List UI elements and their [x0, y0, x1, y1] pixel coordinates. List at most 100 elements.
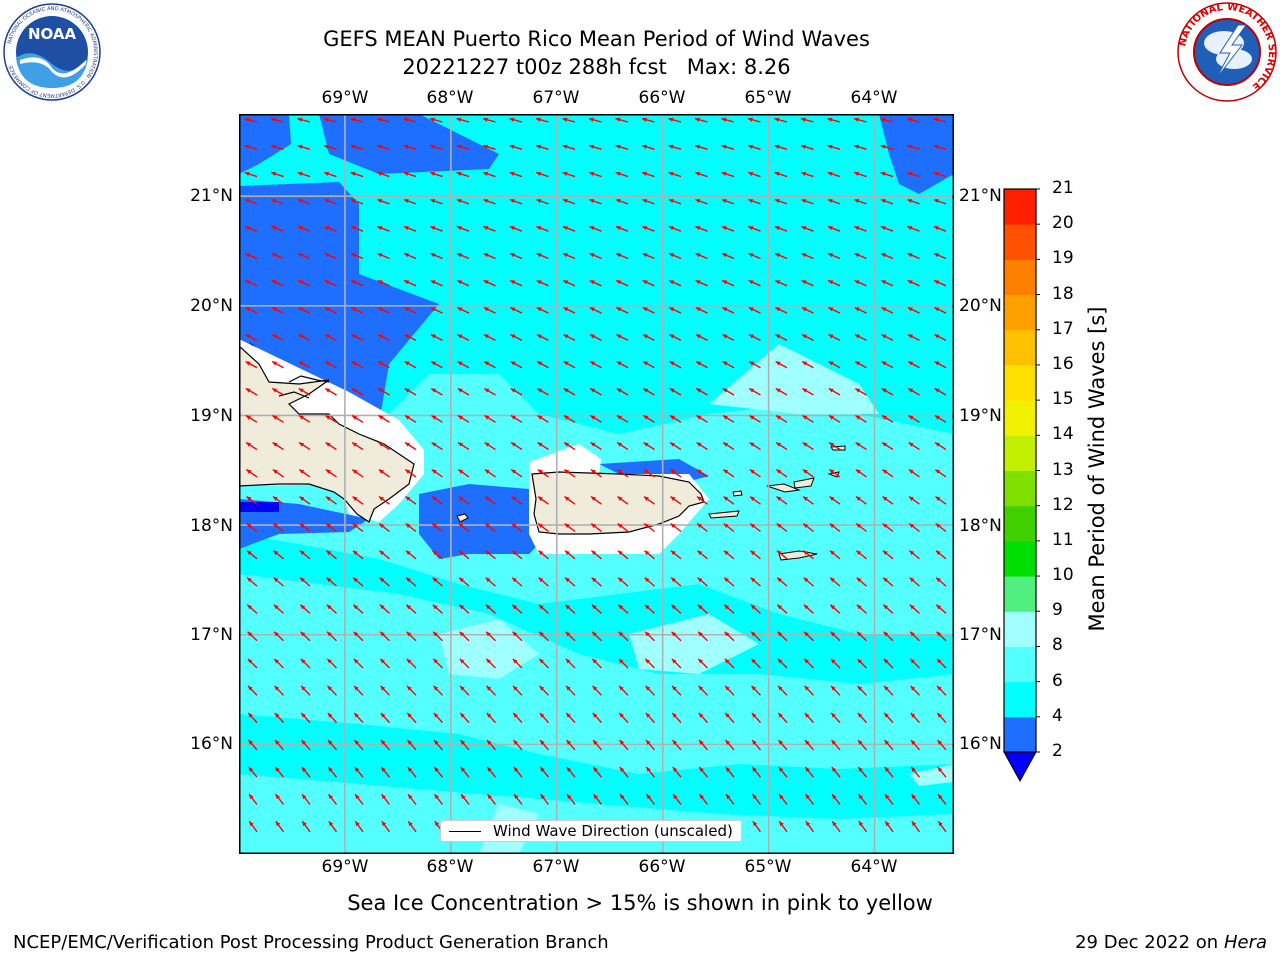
- wave-direction-arrowhead: [352, 523, 358, 529]
- wave-direction-arrowhead: [245, 415, 251, 420]
- wave-direction-arrowhead: [828, 253, 834, 258]
- wave-direction-arrowhead: [620, 794, 625, 800]
- wave-direction-arrowhead: [695, 253, 701, 258]
- wave-direction-arrowhead: [589, 334, 595, 339]
- wave-direction-arrowhead: [616, 253, 622, 258]
- wave-direction-arrowhead: [562, 226, 568, 231]
- wave-direction-arrowhead: [696, 442, 702, 447]
- wave-direction-arrowhead: [884, 712, 889, 718]
- wave-direction-arrowhead: [509, 198, 515, 204]
- colorbar-tick-label: 20: [1052, 213, 1074, 234]
- wave-direction-arrowhead: [482, 117, 488, 122]
- wave-direction-arrowhead: [699, 767, 704, 772]
- wave-direction-arrowhead: [510, 307, 516, 312]
- wave-direction-arrowhead: [563, 307, 569, 312]
- wave-direction-arrowhead: [751, 712, 757, 718]
- wave-direction-arrowhead: [324, 171, 330, 176]
- wave-direction-arrowhead: [616, 415, 622, 420]
- wave-direction-arrowhead: [328, 794, 334, 800]
- wave-direction-arrowhead: [724, 631, 730, 637]
- wave-direction-arrowhead: [616, 361, 622, 366]
- wave-direction-arrowhead: [486, 658, 492, 664]
- wave-direction-arrowhead: [830, 604, 836, 610]
- wave-direction-arrowhead: [775, 415, 781, 420]
- wave-direction-arrowhead: [564, 469, 570, 474]
- wave-direction-arrowhead: [775, 388, 781, 393]
- colorbar-band: [1004, 540, 1036, 577]
- wave-period-field-2-4: [239, 114, 291, 174]
- wave-direction-arrowhead: [510, 388, 516, 393]
- wave-direction-arrowhead: [933, 117, 939, 122]
- colorbar-tick-label: 13: [1052, 459, 1074, 480]
- wave-direction-arrowhead: [562, 198, 568, 204]
- wave-direction-arrowhead: [325, 361, 331, 366]
- colorbar-tick-label: 16: [1052, 353, 1074, 374]
- wave-direction-arrowhead: [514, 794, 519, 800]
- wave-direction-arrowhead: [352, 496, 358, 501]
- wave-direction-arrowhead: [748, 226, 754, 231]
- wave-direction-arrowhead: [697, 550, 703, 556]
- colorbar-band: [1004, 681, 1036, 718]
- wave-direction-arrowhead: [749, 469, 755, 474]
- wave-direction-arrowhead: [750, 550, 756, 556]
- wave-direction-arrowhead: [483, 198, 489, 204]
- wave-direction-arrowhead: [777, 631, 783, 637]
- wave-direction-arrowhead: [827, 171, 833, 176]
- wave-direction-arrowhead: [831, 740, 837, 745]
- wave-direction-arrowhead: [774, 171, 780, 176]
- land-puerto-rico: [531, 471, 705, 535]
- noaa-logo: NOAA NATIONAL OCEANIC AND ATMOSPHERIC AD…: [2, 2, 102, 102]
- wave-direction-arrowhead: [907, 144, 913, 149]
- wave-direction-arrowhead: [272, 415, 278, 420]
- colorbar-tick-label: 6: [1052, 670, 1063, 691]
- wave-direction-arrowhead: [748, 144, 754, 149]
- wave-direction-arrowhead: [297, 144, 303, 149]
- wave-direction-arrowhead: [591, 523, 597, 529]
- wave-direction-arrowhead: [379, 523, 385, 529]
- wave-direction-arrowhead: [537, 469, 543, 474]
- wave-direction-arrowhead: [378, 442, 384, 447]
- wave-direction-arrowhead: [563, 280, 569, 285]
- wave-direction-arrowhead: [512, 577, 517, 583]
- wave-direction-arrowhead: [300, 604, 306, 610]
- wave-direction-arrowhead: [540, 740, 545, 745]
- wave-direction-arrowhead: [461, 794, 466, 800]
- wave-direction-arrowhead: [590, 496, 596, 501]
- wave-direction-arrowhead: [774, 226, 780, 231]
- wave-direction-arrowhead: [589, 226, 595, 231]
- wave-direction-arrowhead: [457, 307, 463, 312]
- wave-direction-arrowhead: [881, 334, 887, 339]
- wave-direction-arrowhead: [353, 604, 359, 610]
- wave-direction-arrowhead: [270, 117, 276, 122]
- wave-direction-arrowhead: [351, 280, 357, 285]
- wave-direction-arrowhead: [456, 198, 462, 204]
- wave-direction-arrowhead: [827, 144, 833, 149]
- wave-direction-arrowhead: [645, 658, 651, 664]
- wave-direction-arrowhead: [616, 334, 622, 339]
- wave-direction-arrowhead: [247, 658, 253, 664]
- wave-direction-arrowhead: [380, 658, 386, 664]
- wave-direction-arrowhead: [511, 523, 517, 529]
- wave-direction-arrowhead: [537, 388, 543, 393]
- wave-direction-arrowhead: [408, 794, 413, 800]
- lon-label-bottom: 67°W: [532, 857, 580, 877]
- wave-direction-arrowhead: [618, 604, 624, 610]
- wave-direction-arrowhead: [699, 740, 704, 745]
- colorbar: [1000, 187, 1040, 783]
- wave-direction-arrowhead: [564, 550, 570, 556]
- wave-direction-arrowhead: [935, 442, 941, 447]
- wave-direction-arrowhead: [858, 821, 864, 827]
- wave-direction-arrowhead: [910, 631, 915, 637]
- wave-direction-arrowhead: [645, 685, 651, 691]
- wave-direction-arrowhead: [350, 198, 356, 204]
- lat-label-right: 19°N: [959, 406, 1002, 426]
- wave-direction-arrowhead: [274, 712, 280, 718]
- wave-direction-arrowhead: [618, 577, 623, 583]
- wave-direction-arrowhead: [723, 496, 729, 501]
- wave-direction-arrowhead: [566, 712, 571, 718]
- wave-direction-arrowhead: [698, 631, 703, 637]
- colorbar-band: [1004, 435, 1036, 471]
- wave-direction-arrowhead: [431, 469, 437, 474]
- lon-label-bottom: 64°W: [850, 857, 898, 877]
- land-hispaniola-coast: [278, 375, 330, 399]
